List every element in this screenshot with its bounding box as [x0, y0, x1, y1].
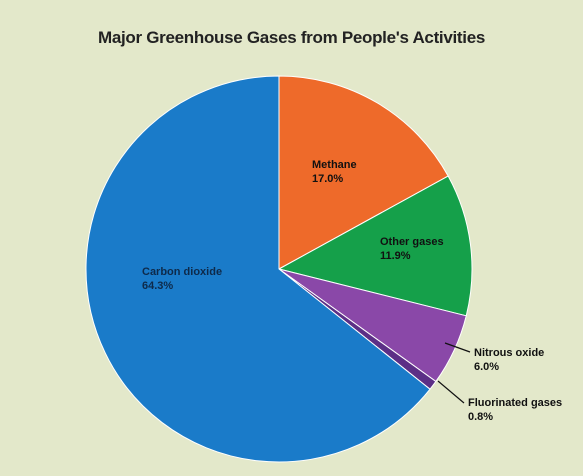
chart-title: Major Greenhouse Gases from People's Act…: [97, 28, 486, 47]
leader-line-fluorinated-gases: [437, 380, 465, 404]
slice-label-fluorinated-gases: Fluorinated gases: [468, 397, 562, 409]
pie-slice-carbon-dioxide: [85, 75, 431, 463]
slice-value-carbon-dioxide: 64.3%: [142, 280, 173, 292]
slice-label-methane: Methane: [312, 159, 357, 171]
slice-labels: Methane 17.0% Other gases 11.9% Nitrous oxid…: [142, 159, 562, 423]
slice-label-nitrous-oxide: Nitrous oxide: [474, 347, 544, 359]
slice-value-other-gases: 11.9%: [380, 250, 411, 262]
leader-lines: [437, 342, 471, 404]
slice-value-methane: 17.0%: [312, 173, 343, 185]
slice-value-fluorinated-gases: 0.8%: [468, 411, 493, 423]
leader-line-nitrous-oxide: [444, 342, 471, 353]
slice-value-nitrous-oxide: 6.0%: [474, 361, 499, 373]
slice-label-carbon-dioxide: Carbon dioxide: [142, 266, 222, 278]
slice-label-other-gases: Other gases: [380, 236, 444, 248]
pie-slices: [85, 75, 473, 463]
pie-slice-methane: [278, 75, 449, 270]
